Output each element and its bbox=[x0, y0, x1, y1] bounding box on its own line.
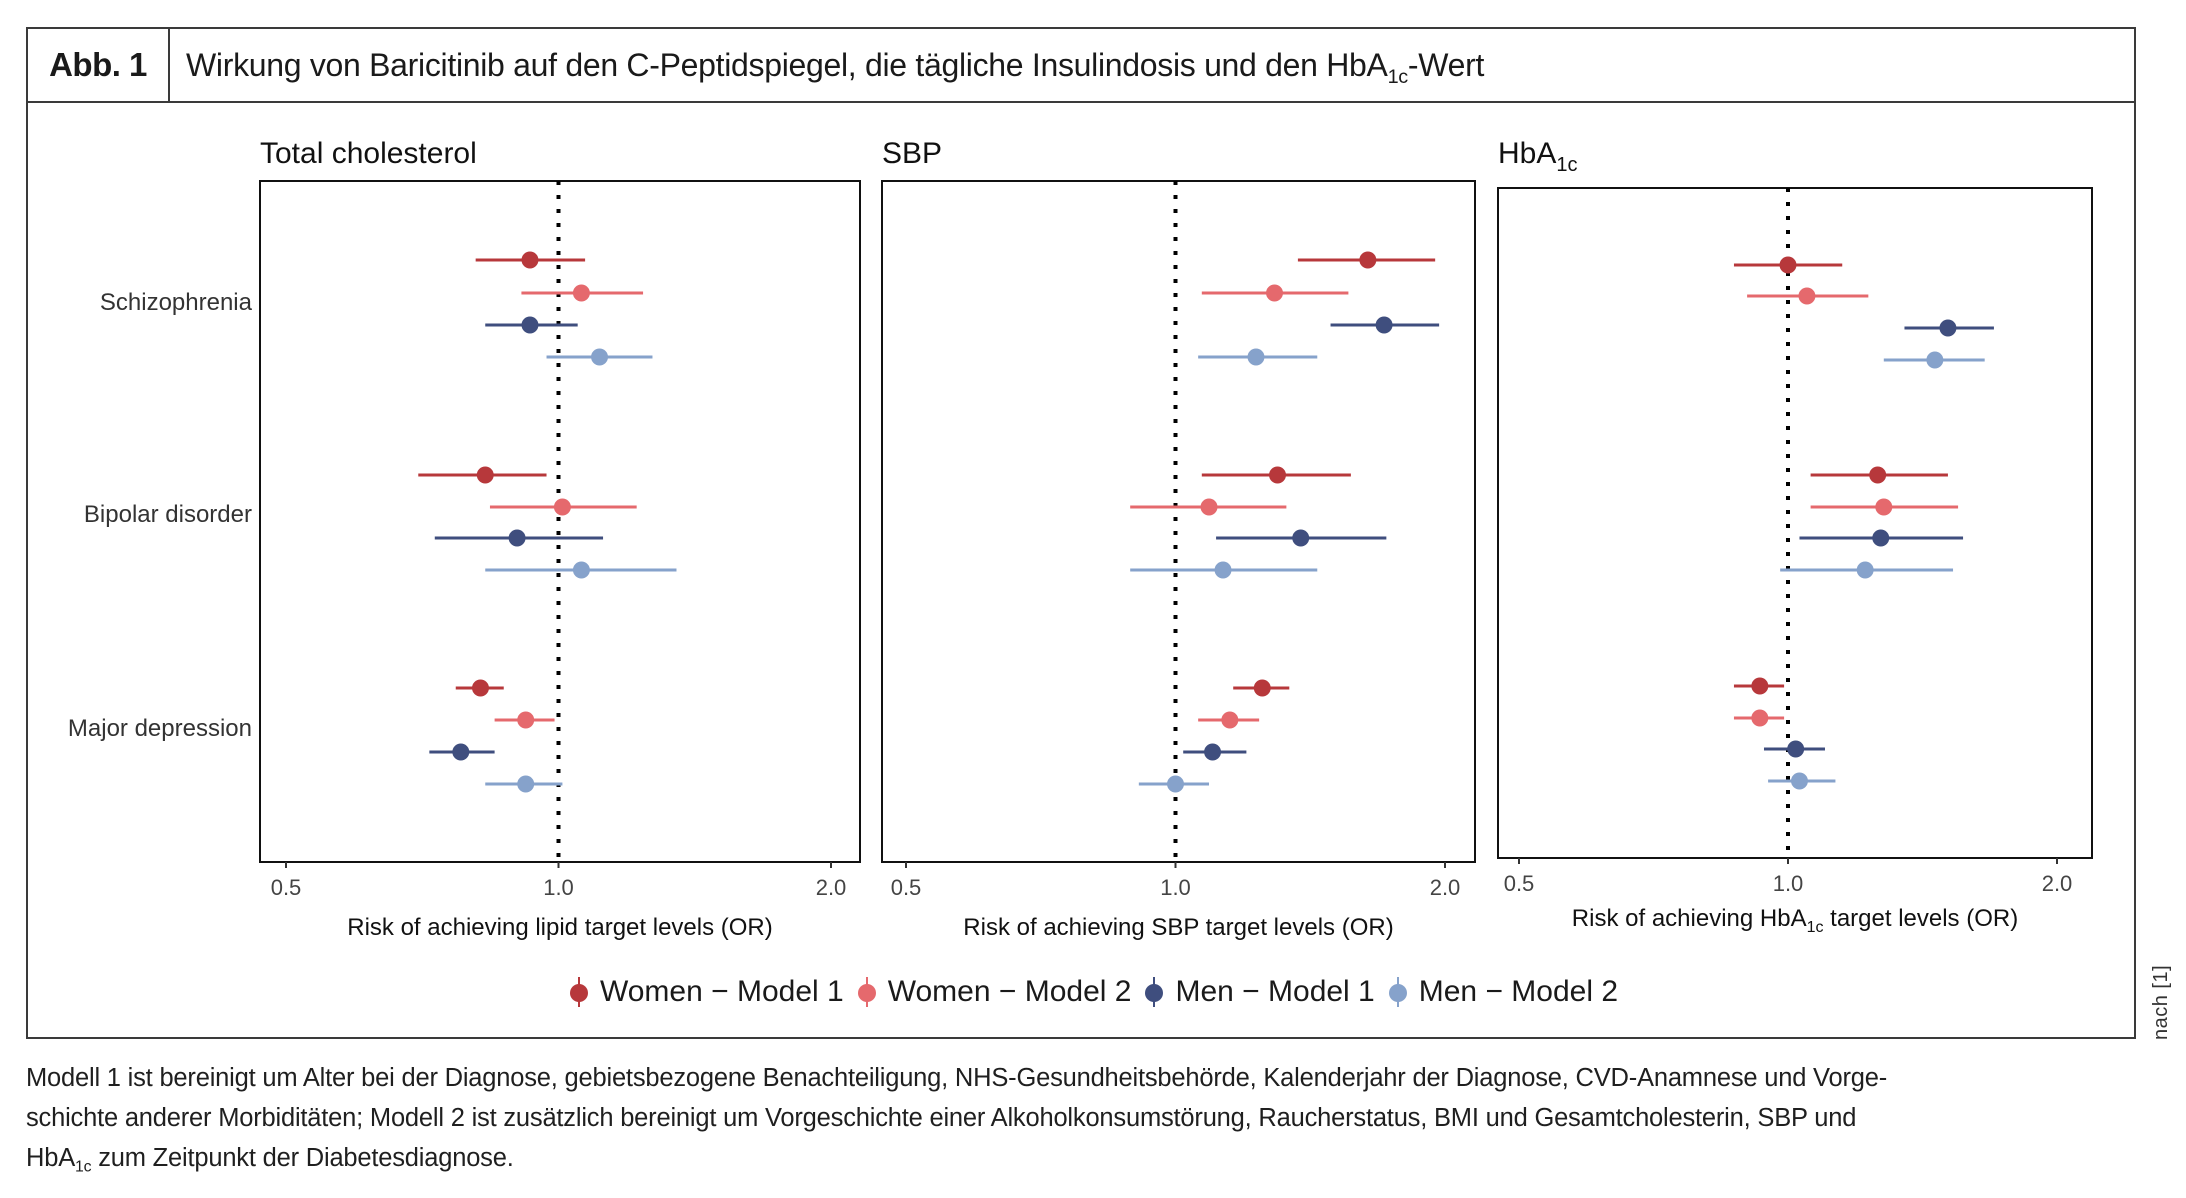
odds-ratio-point bbox=[1266, 284, 1284, 302]
odds-ratio-point bbox=[517, 775, 535, 793]
x-tick-label: 1.0 bbox=[1160, 875, 1191, 900]
legend-marker-icon bbox=[568, 977, 590, 1007]
odds-ratio-point bbox=[1779, 256, 1797, 274]
x-tick-label: 0.5 bbox=[271, 875, 302, 900]
odds-ratio-point bbox=[1247, 348, 1265, 366]
x-axis-label: Risk of achieving HbA1c target levels (O… bbox=[1572, 905, 2018, 936]
odds-ratio-point bbox=[1221, 711, 1239, 729]
odds-ratio-point bbox=[1790, 772, 1808, 790]
panel-title: Total cholesterol bbox=[260, 137, 477, 170]
figure-title: Wirkung von Baricitinib auf den C-Peptid… bbox=[186, 29, 1484, 101]
odds-ratio-point bbox=[1292, 529, 1310, 547]
legend-marker-icon bbox=[1143, 977, 1165, 1007]
x-axis-label: Risk of achieving lipid target levels (O… bbox=[347, 914, 773, 941]
figure-title-tail: -Wert bbox=[1407, 47, 1485, 83]
odds-ratio-point bbox=[1926, 351, 1944, 369]
odds-ratio-point bbox=[471, 679, 489, 697]
caption-hba: HbA bbox=[26, 1144, 76, 1172]
caption-line-3: HbA1c zum Zeitpunkt der Diabetesdiagnose… bbox=[26, 1138, 2116, 1178]
legend-item: Women − Model 1 bbox=[568, 975, 844, 1009]
legend-label: Men − Model 2 bbox=[1418, 975, 1619, 1008]
odds-ratio-point bbox=[572, 284, 590, 302]
odds-ratio-point bbox=[517, 711, 535, 729]
figure-label: Abb. 1 bbox=[28, 29, 170, 101]
odds-ratio-point bbox=[553, 498, 571, 516]
odds-ratio-point bbox=[1214, 561, 1232, 579]
legend-item: Men − Model 2 bbox=[1387, 975, 1618, 1009]
panel-border bbox=[1497, 187, 2093, 859]
odds-ratio-point bbox=[1751, 677, 1769, 695]
x-tick-label: 2.0 bbox=[2042, 871, 2073, 896]
odds-ratio-point bbox=[1253, 679, 1271, 697]
caption-line-1: Modell 1 ist bereinigt um Alter bei der … bbox=[26, 1064, 1887, 1092]
odds-ratio-point bbox=[1939, 319, 1957, 337]
odds-ratio-point bbox=[1869, 466, 1887, 484]
caption-tail: zum Zeitpunkt der Diabetesdiagnose. bbox=[91, 1144, 514, 1172]
odds-ratio-point bbox=[591, 348, 609, 366]
odds-ratio-point bbox=[508, 529, 526, 547]
odds-ratio-point bbox=[1875, 498, 1893, 516]
odds-ratio-point bbox=[1167, 775, 1184, 793]
odds-ratio-point bbox=[1200, 498, 1218, 516]
caption-line-2: schichte anderer Morbiditäten; Modell 2 … bbox=[26, 1104, 1857, 1132]
panel-title: HbA1c bbox=[1498, 137, 1577, 176]
odds-ratio-point bbox=[1751, 709, 1769, 727]
legend-label: Men − Model 1 bbox=[1175, 975, 1375, 1008]
odds-ratio-point bbox=[572, 561, 590, 579]
odds-ratio-point bbox=[1204, 743, 1222, 761]
legend-marker-icon bbox=[856, 977, 878, 1007]
odds-ratio-point bbox=[452, 743, 470, 761]
source-note: nach [1] bbox=[2150, 964, 2172, 1040]
x-tick-label: 0.5 bbox=[1504, 871, 1535, 896]
legend: Women − Model 1 Women − Model 2 Men − Mode… bbox=[0, 972, 2186, 1012]
x-axis-label: Risk of achieving SBP target levels (OR) bbox=[963, 914, 1393, 941]
odds-ratio-point bbox=[521, 316, 539, 334]
figure-frame: Abb. 1 Wirkung von Baricitinib auf den C… bbox=[26, 27, 2136, 1039]
panel-title: SBP bbox=[882, 137, 942, 170]
x-tick-label: 2.0 bbox=[1430, 875, 1461, 900]
odds-ratio-point bbox=[1798, 287, 1816, 305]
odds-ratio-point bbox=[1856, 561, 1874, 579]
y-category-label: Bipolar disorder bbox=[84, 501, 252, 528]
odds-ratio-point bbox=[1872, 529, 1890, 547]
panel-border bbox=[259, 180, 861, 863]
legend-marker-icon bbox=[1387, 977, 1409, 1007]
figure-caption: Modell 1 ist bereinigt um Alter bei der … bbox=[26, 1058, 2116, 1178]
odds-ratio-point bbox=[1375, 316, 1393, 334]
figure-title-main: Wirkung von Baricitinib auf den C-Peptid… bbox=[186, 47, 1388, 83]
x-tick-label: 0.5 bbox=[891, 875, 922, 900]
odds-ratio-point bbox=[1269, 466, 1287, 484]
x-tick-label: 2.0 bbox=[816, 875, 847, 900]
odds-ratio-point bbox=[521, 251, 539, 269]
y-category-label: Schizophrenia bbox=[100, 289, 253, 316]
figure-title-subscript: 1c bbox=[1387, 65, 1409, 88]
panel-border bbox=[881, 180, 1476, 863]
legend-item: Men − Model 1 bbox=[1143, 975, 1375, 1009]
x-tick-label: 1.0 bbox=[1773, 871, 1804, 896]
x-tick-label: 1.0 bbox=[543, 875, 574, 900]
legend-label: Women − Model 1 bbox=[599, 975, 844, 1008]
odds-ratio-point bbox=[1787, 740, 1805, 758]
odds-ratio-point bbox=[1359, 251, 1377, 269]
legend-item: Women − Model 2 bbox=[856, 975, 1132, 1009]
caption-subscript: 1c bbox=[75, 1158, 92, 1176]
figure-header: Abb. 1 Wirkung von Baricitinib auf den C… bbox=[28, 29, 2134, 103]
legend-label: Women − Model 2 bbox=[887, 975, 1132, 1008]
y-category-label: Major depression bbox=[68, 715, 252, 742]
odds-ratio-point bbox=[476, 466, 494, 484]
